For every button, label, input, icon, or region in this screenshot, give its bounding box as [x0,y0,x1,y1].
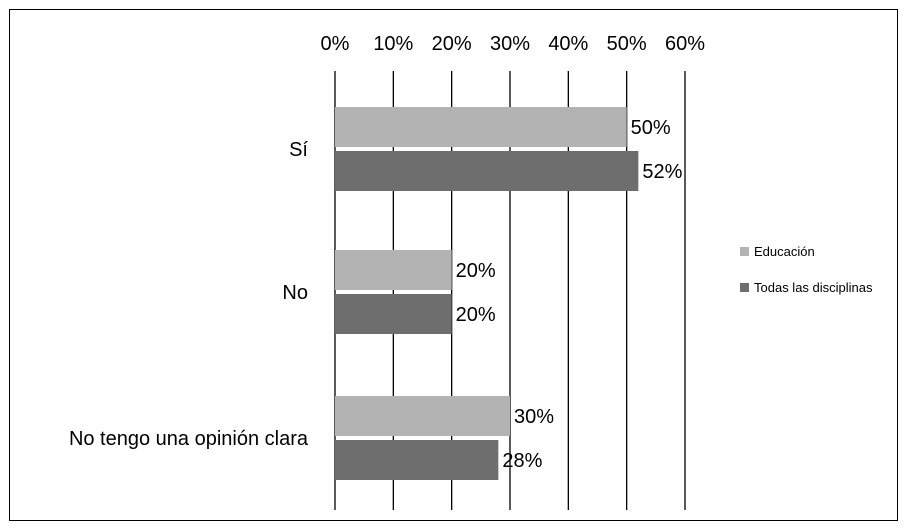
bar-todas-las-disciplinas [335,440,499,480]
x-tick-label: 50% [607,33,647,55]
x-tick-label: 10% [373,33,413,55]
bar-educacion [335,250,452,290]
bar-todas-las-disciplinas [335,151,639,191]
x-tick-label: 20% [432,33,472,55]
x-tick-label: 0% [321,33,350,55]
data-label: 52% [642,161,682,183]
category-label: No tengo una opinión clara [69,428,309,450]
x-tick-label: 60% [665,33,705,55]
data-label: 30% [514,406,554,428]
data-label: 28% [502,450,542,472]
bars [335,107,639,480]
data-label: 20% [456,260,496,282]
legend: Educación Todas las disciplinas [740,244,873,295]
legend-swatch [740,247,749,256]
legend-label: Educación [754,244,815,259]
bar-todas-las-disciplinas [335,294,452,334]
category-label: Sí [289,139,308,161]
category-label: No [282,282,308,304]
bar-educacion [335,396,510,436]
labels: 0% 10% 20% 30% 40% 50% 60% Sí 50% 52% No 20% 20% No t… [69,33,705,472]
data-label: 50% [631,117,671,139]
legend-swatch [740,283,749,292]
x-tick-label: 30% [490,33,530,55]
x-tick-label: 40% [548,33,588,55]
bar-educacion [335,107,627,147]
legend-label: Todas las disciplinas [754,280,873,295]
data-label: 20% [456,304,496,326]
